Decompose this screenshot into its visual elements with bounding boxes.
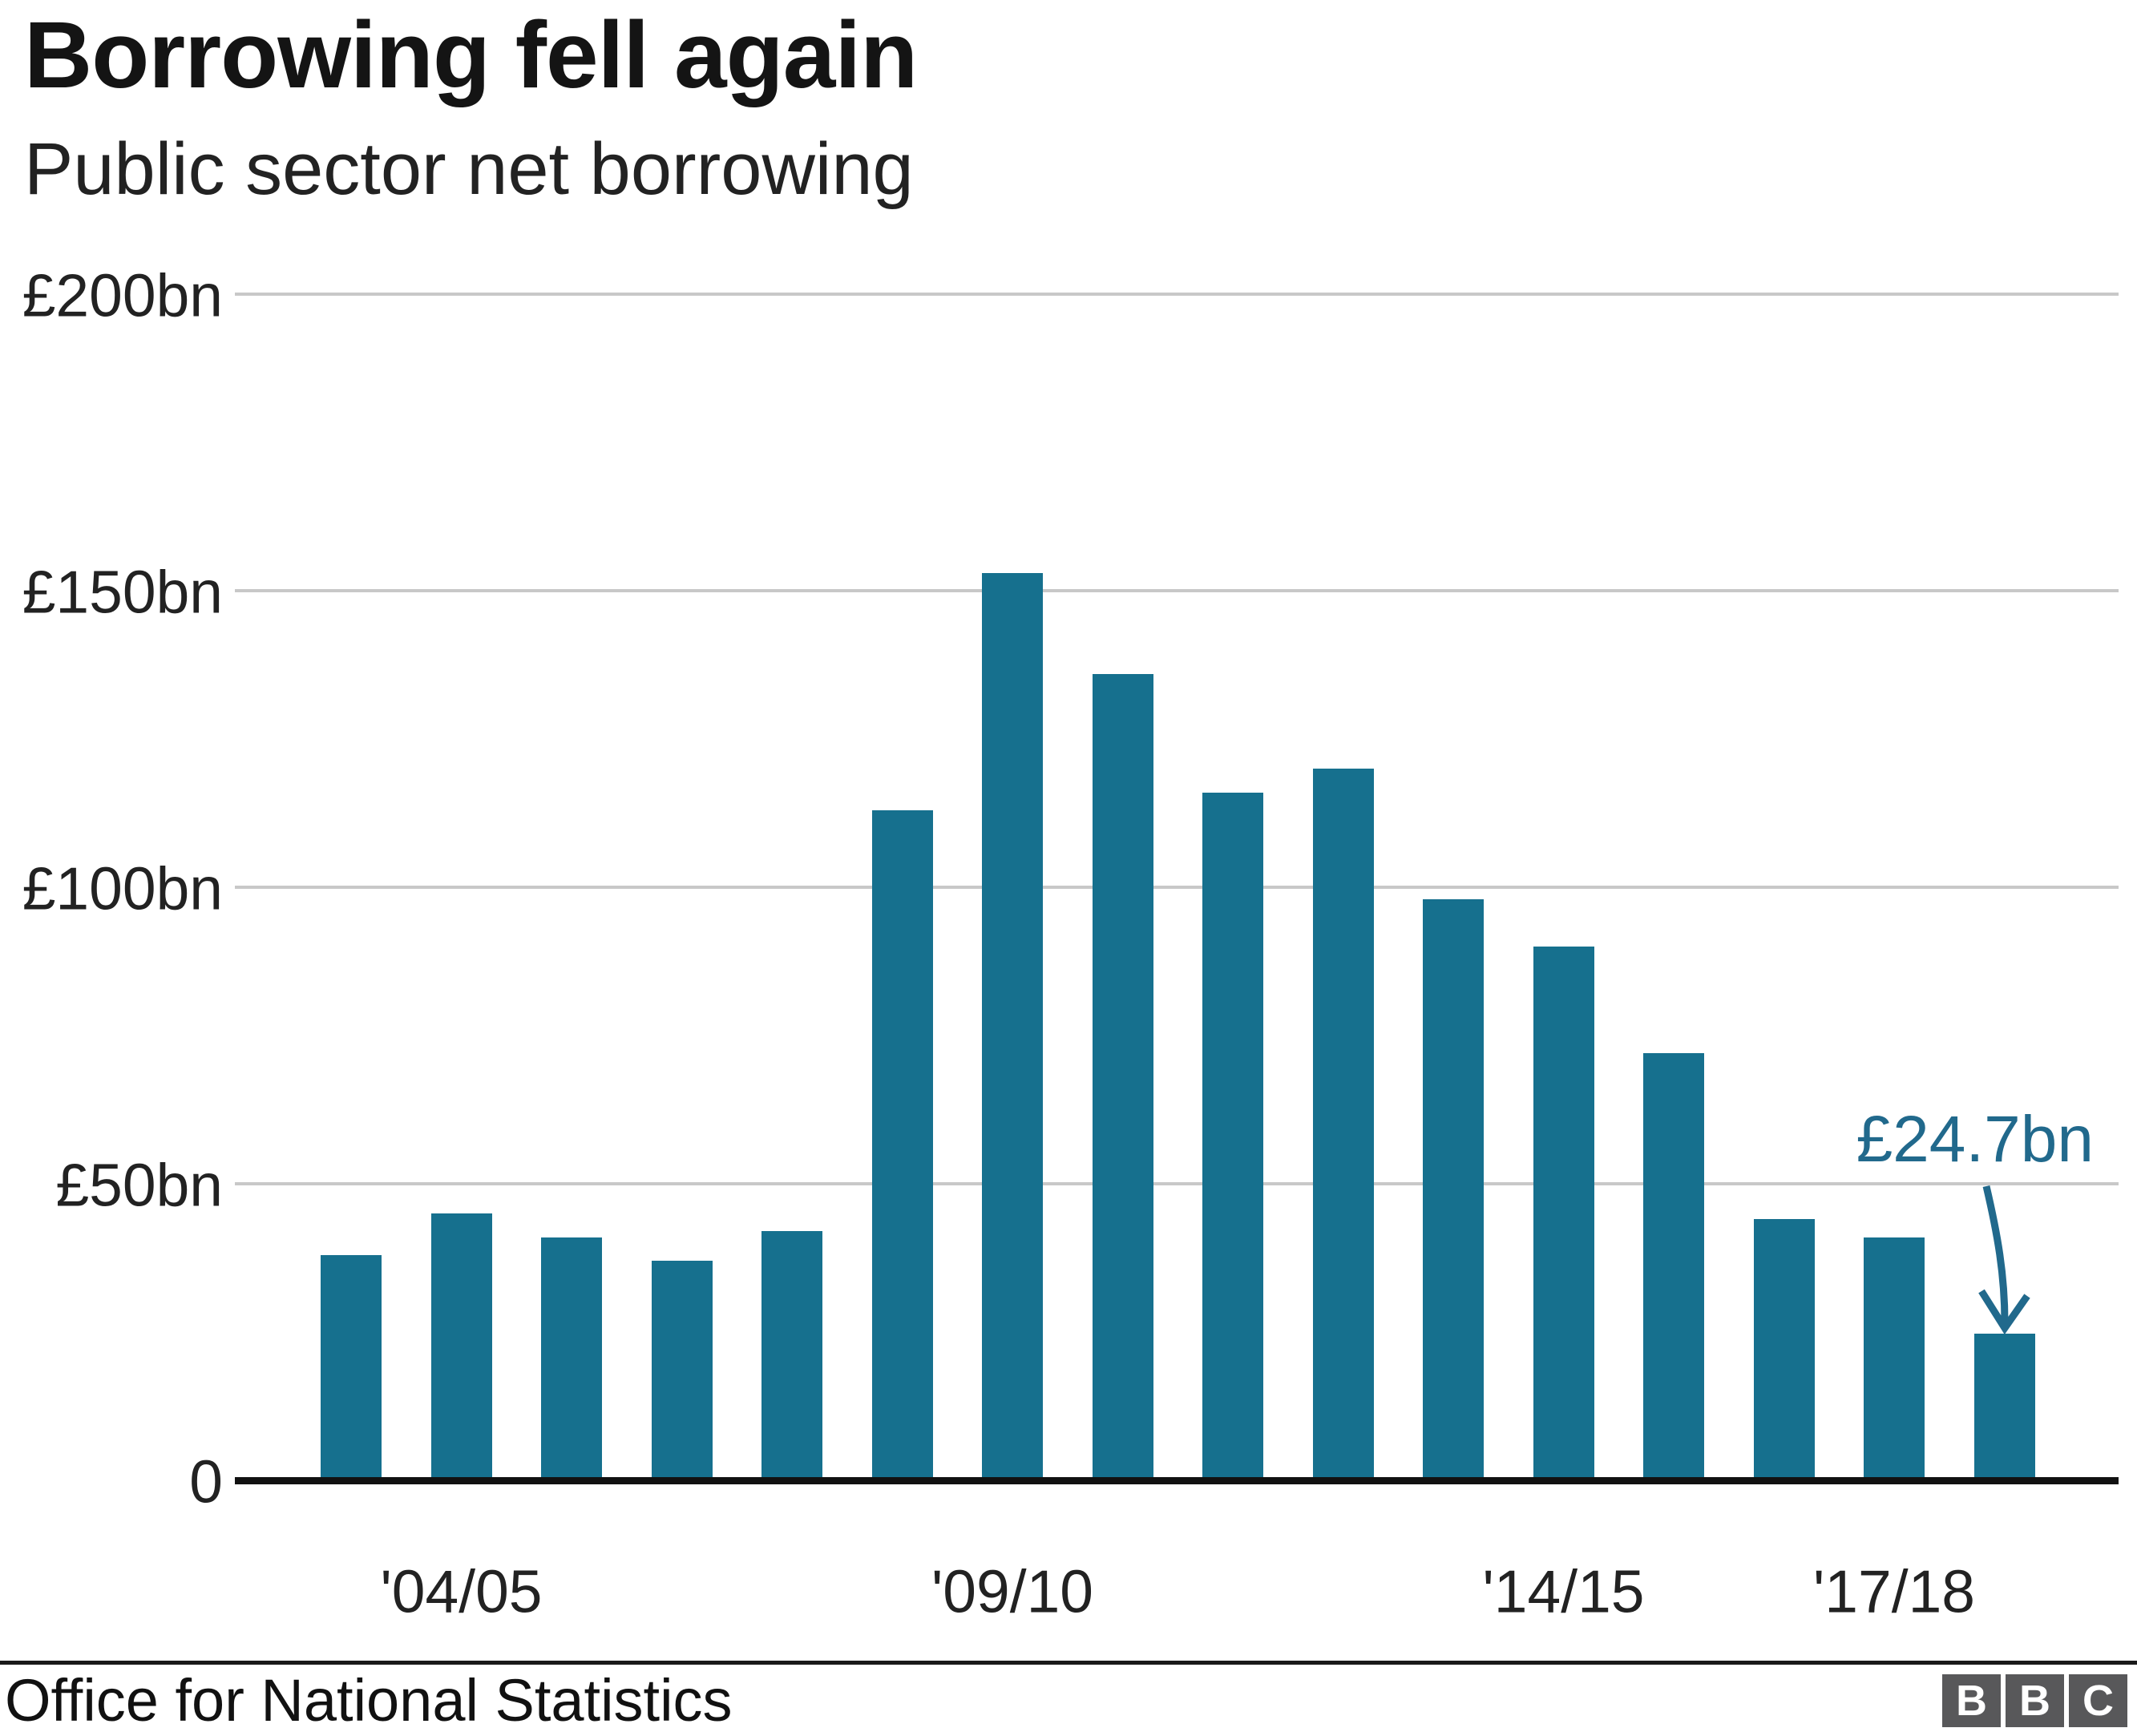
y-tick-label-100: £100bn xyxy=(22,854,223,923)
bar-09/10 xyxy=(982,572,1043,1480)
y-tick-label-50: £50bn xyxy=(55,1151,223,1219)
page-title: Borrowing fell again xyxy=(24,2,918,108)
bar-17/18 xyxy=(1864,1237,1925,1480)
bar-03/04 xyxy=(321,1254,382,1480)
bar-04/05 xyxy=(430,1213,492,1480)
gridline-150 xyxy=(235,589,2119,592)
bbc-logo-block-b2: B xyxy=(2006,1674,2064,1727)
bar-06/07 xyxy=(651,1261,713,1480)
y-tick-label-0: 0 xyxy=(189,1447,223,1516)
bar-11/12 xyxy=(1202,792,1263,1480)
gridline-100 xyxy=(235,886,2119,889)
page-subtitle: Public sector net borrowing xyxy=(24,128,914,210)
gridline-50 xyxy=(235,1182,2119,1185)
x-tick-label-14/15: '14/15 xyxy=(1482,1557,1645,1625)
x-tick-label-04/05: '04/05 xyxy=(380,1557,543,1625)
y-tick-label-200: £200bn xyxy=(22,261,223,329)
bbc-logo-block-b1: B xyxy=(1942,1674,2001,1727)
bar-14/15 xyxy=(1533,947,1594,1480)
source-label: Office for National Statistics xyxy=(5,1667,733,1734)
x-axis-line xyxy=(235,1477,2119,1484)
bar-07/08 xyxy=(761,1231,822,1480)
y-tick-label-150: £150bn xyxy=(22,558,223,626)
bar-13/14 xyxy=(1423,898,1484,1480)
x-tick-label-17/18: '17/18 xyxy=(1812,1557,1976,1625)
annotation-label: £24.7bn xyxy=(1856,1103,2094,1176)
x-tick-label-09/10: '09/10 xyxy=(931,1557,1094,1625)
bar-16/17 xyxy=(1753,1219,1815,1480)
footer-divider xyxy=(0,1661,2137,1665)
bbc-logo-block-c: C xyxy=(2069,1674,2127,1727)
gridline-200 xyxy=(235,293,2119,296)
bar-05/06 xyxy=(541,1237,602,1480)
bar-15/16 xyxy=(1643,1053,1704,1480)
bar-08/09 xyxy=(871,809,933,1480)
bbc-logo: B B C xyxy=(1942,1674,2128,1727)
bar-12/13 xyxy=(1312,769,1374,1480)
bar-10/11 xyxy=(1092,673,1153,1480)
bar-18/19 xyxy=(1973,1334,2035,1480)
